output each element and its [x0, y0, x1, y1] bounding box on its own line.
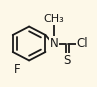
Text: Cl: Cl: [77, 37, 88, 50]
Text: N: N: [49, 37, 58, 50]
Text: F: F: [14, 63, 20, 76]
Text: CH₃: CH₃: [43, 14, 64, 24]
Text: S: S: [64, 54, 71, 67]
